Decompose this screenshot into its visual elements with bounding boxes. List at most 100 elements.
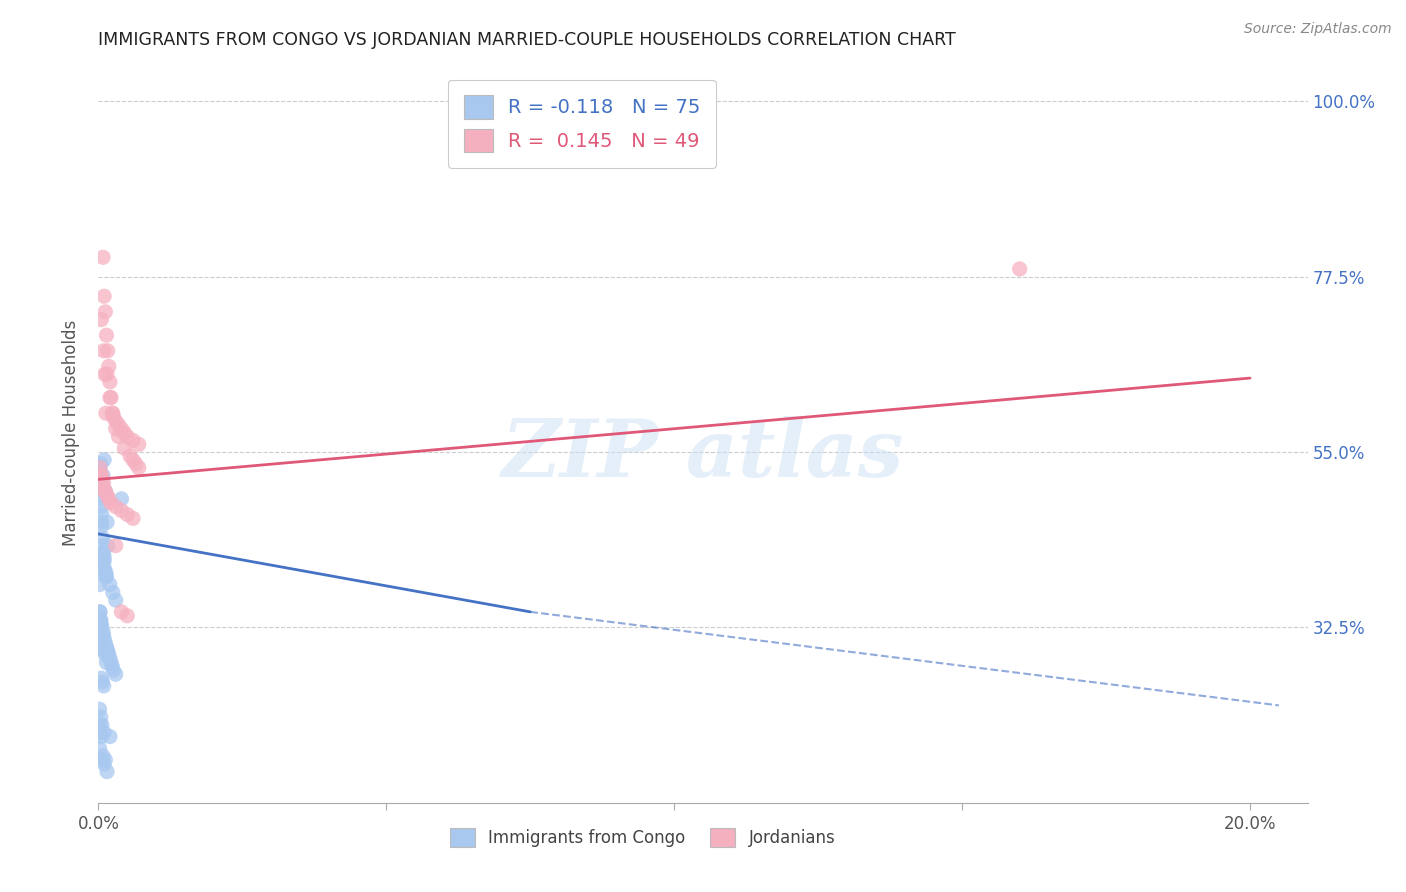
Point: [89, 468, 111, 483]
Point: [120, 449, 142, 463]
Point: [89, 702, 111, 716]
Point: [89, 476, 111, 491]
Point: [107, 417, 129, 432]
Point: [104, 667, 127, 681]
Point: [112, 441, 135, 455]
Point: [93, 289, 115, 303]
Point: [94, 648, 117, 662]
Point: [90, 519, 112, 533]
Point: [90, 515, 112, 529]
Point: [100, 496, 122, 510]
Point: [98, 651, 121, 665]
Point: [93, 343, 115, 358]
Point: [94, 566, 117, 580]
Point: [93, 679, 115, 693]
Point: [97, 648, 120, 662]
Point: [96, 488, 118, 502]
Point: [98, 375, 121, 389]
Point: [115, 508, 138, 522]
Point: [96, 764, 118, 779]
Point: [96, 570, 118, 584]
Point: [90, 718, 112, 732]
Point: [101, 659, 124, 673]
Point: [93, 725, 115, 739]
Point: [94, 484, 117, 499]
Point: [115, 608, 138, 623]
Point: [96, 367, 118, 381]
Point: [90, 457, 112, 471]
Point: [89, 460, 111, 475]
Point: [90, 725, 112, 739]
Point: [91, 554, 114, 568]
Y-axis label: Married-couple Households: Married-couple Households: [62, 319, 80, 546]
Point: [94, 566, 117, 580]
Text: ZIP atlas: ZIP atlas: [502, 416, 904, 493]
Point: [101, 585, 124, 599]
Point: [98, 391, 121, 405]
Point: [128, 460, 150, 475]
Point: [91, 468, 114, 483]
Point: [89, 546, 111, 560]
Point: [90, 730, 112, 744]
Point: [93, 632, 115, 647]
Point: [89, 605, 111, 619]
Point: [93, 550, 115, 565]
Point: [100, 656, 122, 670]
Point: [91, 640, 114, 654]
Point: [93, 554, 115, 568]
Point: [91, 531, 114, 545]
Point: [125, 457, 148, 471]
Point: [90, 468, 112, 483]
Point: [90, 468, 112, 483]
Point: [94, 562, 117, 576]
Point: [94, 753, 117, 767]
Point: [91, 749, 114, 764]
Point: [110, 605, 132, 619]
Point: [91, 539, 114, 553]
Point: [94, 406, 117, 420]
Text: Source: ZipAtlas.com: Source: ZipAtlas.com: [1244, 22, 1392, 37]
Point: [115, 429, 138, 443]
Point: [104, 539, 127, 553]
Point: [90, 632, 112, 647]
Point: [93, 644, 115, 658]
Point: [104, 500, 127, 514]
Point: [104, 593, 127, 607]
Point: [96, 328, 118, 343]
Point: [97, 491, 120, 506]
Point: [97, 644, 120, 658]
Point: [90, 753, 112, 767]
Point: [89, 605, 111, 619]
Point: [90, 491, 112, 506]
Point: [93, 476, 115, 491]
Point: [122, 453, 145, 467]
Point: [97, 343, 120, 358]
Point: [91, 250, 114, 264]
Point: [93, 484, 115, 499]
Point: [90, 550, 112, 565]
Point: [89, 577, 111, 591]
Point: [97, 539, 120, 553]
Point: [93, 453, 115, 467]
Point: [90, 671, 112, 685]
Point: [90, 508, 112, 522]
Point: [89, 613, 111, 627]
Point: [90, 500, 112, 514]
Point: [103, 663, 125, 677]
Point: [94, 305, 117, 319]
Point: [96, 515, 118, 529]
Point: [90, 312, 112, 326]
Point: [89, 718, 111, 732]
Text: IMMIGRANTS FROM CONGO VS JORDANIAN MARRIED-COUPLE HOUSEHOLDS CORRELATION CHART: IMMIGRANTS FROM CONGO VS JORDANIAN MARRI…: [98, 31, 956, 49]
Point: [128, 437, 150, 451]
Point: [96, 644, 118, 658]
Point: [104, 422, 127, 436]
Point: [93, 756, 115, 771]
Point: [93, 628, 115, 642]
Point: [122, 434, 145, 448]
Point: [90, 620, 112, 634]
Point: [107, 429, 129, 443]
Point: [94, 636, 117, 650]
Point: [90, 616, 112, 631]
Point: [94, 570, 117, 584]
